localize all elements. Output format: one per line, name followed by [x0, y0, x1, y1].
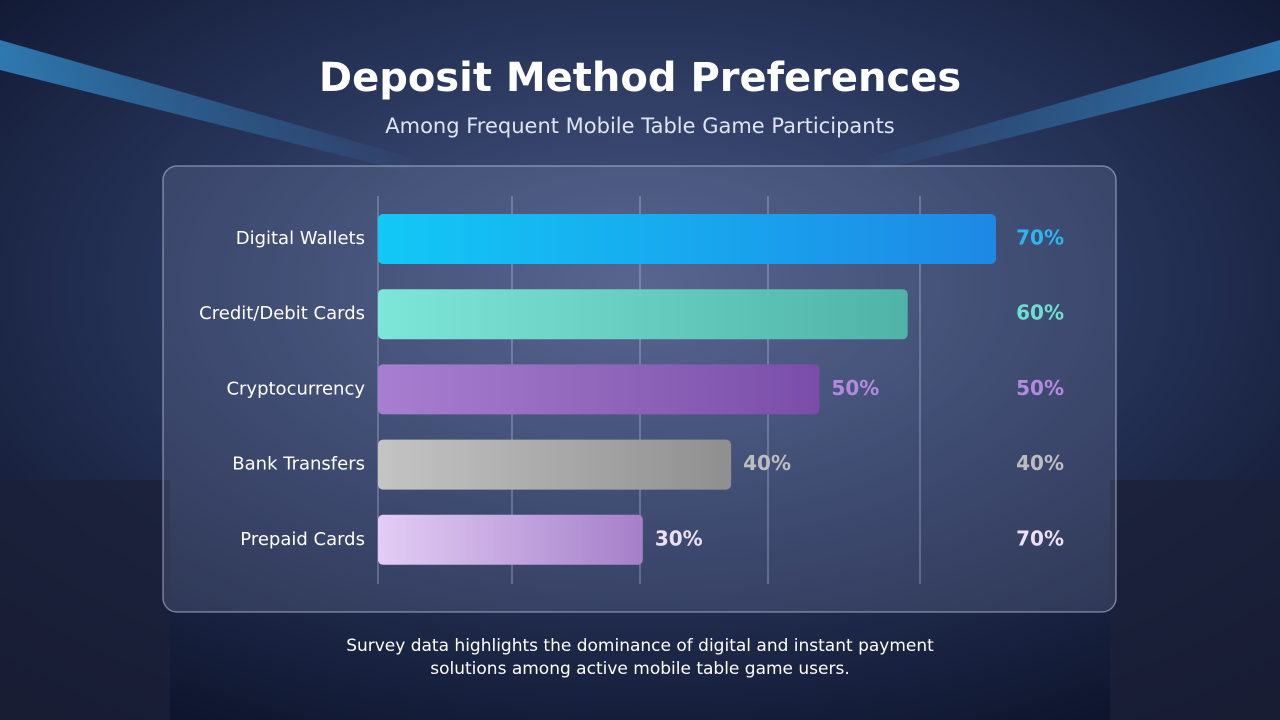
side-label: 70% [1016, 226, 1064, 250]
side-label: 40% [1016, 451, 1064, 475]
value-label: 40% [743, 451, 791, 475]
category-label: Cryptocurrency [226, 378, 365, 399]
category-label: Digital Wallets [236, 228, 365, 249]
bar [378, 514, 643, 565]
desk [0, 480, 170, 720]
footnote: solutions among active mobile table game… [430, 659, 850, 679]
side-label: 50% [1016, 376, 1064, 400]
light-strip [0, 40, 420, 175]
footnote: Survey data highlights the dominance of … [346, 636, 934, 656]
category-label: Bank Transfers [232, 454, 365, 475]
bar [378, 289, 908, 340]
desk [1110, 480, 1280, 720]
side-label: 60% [1016, 301, 1064, 325]
chart-subtitle: Among Frequent Mobile Table Game Partici… [385, 114, 895, 138]
category-label: Prepaid Cards [240, 529, 365, 550]
category-label: Credit/Debit Cards [199, 303, 365, 324]
bar [378, 364, 820, 415]
bar [378, 439, 732, 490]
chart-title: Deposit Method Preferences [319, 55, 961, 101]
bar [378, 214, 996, 264]
value-label: 50% [831, 376, 879, 400]
value-label: 30% [655, 526, 703, 550]
side-label: 70% [1016, 526, 1064, 550]
light-strip [860, 40, 1280, 175]
